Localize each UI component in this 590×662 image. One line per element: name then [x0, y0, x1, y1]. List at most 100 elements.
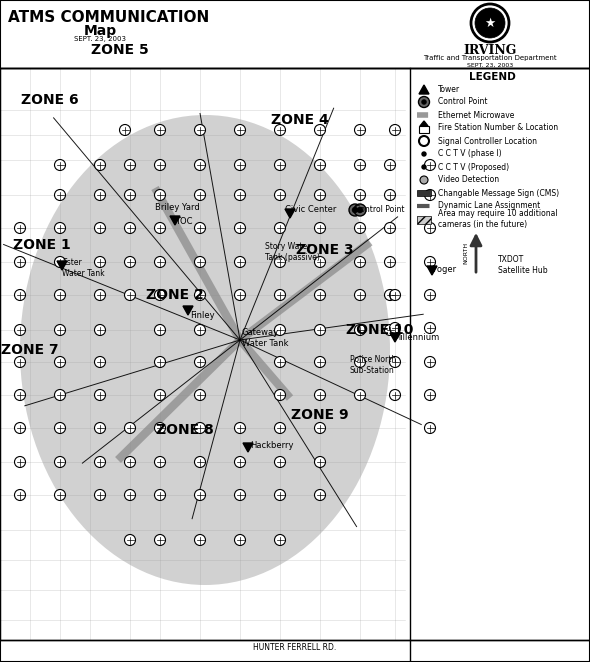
Circle shape [355, 124, 365, 136]
Text: IRVING: IRVING [463, 44, 517, 57]
Circle shape [124, 422, 136, 434]
Circle shape [124, 222, 136, 234]
Text: Changable Message Sign (CMS): Changable Message Sign (CMS) [438, 189, 559, 197]
Circle shape [155, 534, 166, 545]
Text: Map: Map [83, 24, 117, 38]
Circle shape [385, 256, 395, 267]
Circle shape [195, 124, 205, 136]
Circle shape [274, 222, 286, 234]
Circle shape [54, 160, 65, 171]
Circle shape [421, 99, 427, 105]
Circle shape [389, 322, 401, 334]
Circle shape [357, 207, 363, 213]
Text: Ethernet Microwave: Ethernet Microwave [438, 111, 514, 120]
Circle shape [54, 457, 65, 467]
Circle shape [314, 256, 326, 267]
Text: LEGEND: LEGEND [468, 72, 516, 82]
Circle shape [424, 289, 435, 301]
Circle shape [15, 289, 25, 301]
Circle shape [314, 124, 326, 136]
Circle shape [195, 457, 205, 467]
Text: Police North
Sub-Station: Police North Sub-Station [350, 355, 396, 375]
Circle shape [54, 357, 65, 367]
Circle shape [274, 289, 286, 301]
Circle shape [424, 256, 435, 267]
Text: C C T V (Proposed): C C T V (Proposed) [438, 162, 509, 171]
Circle shape [94, 289, 106, 301]
Circle shape [234, 256, 245, 267]
Circle shape [424, 389, 435, 401]
Text: SEPT. 23, 2003: SEPT. 23, 2003 [74, 36, 126, 42]
Text: ZONE 1: ZONE 1 [13, 238, 71, 252]
Circle shape [234, 222, 245, 234]
Circle shape [54, 222, 65, 234]
Text: Traffic and Transportation Department: Traffic and Transportation Department [423, 55, 557, 61]
Circle shape [274, 124, 286, 136]
Circle shape [124, 256, 136, 267]
Circle shape [54, 422, 65, 434]
Circle shape [15, 489, 25, 500]
Circle shape [155, 324, 166, 336]
Circle shape [94, 256, 106, 267]
Circle shape [155, 389, 166, 401]
Circle shape [54, 289, 65, 301]
Text: Dynamic Lane Assignment: Dynamic Lane Assignment [438, 201, 540, 211]
Text: Signal Controller Location: Signal Controller Location [438, 136, 537, 146]
Circle shape [354, 204, 366, 216]
Circle shape [422, 165, 426, 169]
Circle shape [389, 289, 401, 301]
Circle shape [234, 289, 245, 301]
Circle shape [15, 256, 25, 267]
Circle shape [94, 389, 106, 401]
Circle shape [195, 189, 205, 201]
Circle shape [274, 256, 286, 267]
Circle shape [94, 422, 106, 434]
Circle shape [475, 8, 505, 38]
Text: HUNTER FERRELL RD.: HUNTER FERRELL RD. [253, 643, 337, 653]
Polygon shape [390, 333, 400, 342]
Text: ZONE 7: ZONE 7 [1, 343, 59, 357]
Circle shape [422, 152, 426, 156]
Text: ZONE 6: ZONE 6 [21, 93, 79, 107]
Circle shape [195, 534, 205, 545]
Polygon shape [243, 443, 253, 452]
Circle shape [94, 189, 106, 201]
Text: Millennium: Millennium [393, 332, 439, 342]
Circle shape [155, 357, 166, 367]
Text: Fire Station Number & Location: Fire Station Number & Location [438, 124, 558, 132]
Polygon shape [170, 216, 180, 225]
Circle shape [424, 357, 435, 367]
Circle shape [355, 222, 365, 234]
Text: Finley: Finley [190, 310, 215, 320]
Circle shape [155, 189, 166, 201]
Text: C C T V (phase I): C C T V (phase I) [438, 150, 501, 158]
Circle shape [389, 389, 401, 401]
Text: Video Detection: Video Detection [438, 175, 499, 185]
Text: Tower: Tower [438, 85, 460, 93]
Circle shape [314, 389, 326, 401]
Text: Briley Yard: Briley Yard [155, 203, 200, 211]
Circle shape [349, 204, 361, 216]
Text: TOC: TOC [175, 218, 192, 226]
Circle shape [355, 357, 365, 367]
Circle shape [385, 160, 395, 171]
Text: Ester
Water Tank: Ester Water Tank [62, 258, 104, 277]
Circle shape [124, 189, 136, 201]
Circle shape [94, 489, 106, 500]
Text: ZONE 2: ZONE 2 [146, 288, 204, 302]
Circle shape [195, 324, 205, 336]
Circle shape [124, 289, 136, 301]
Circle shape [155, 289, 166, 301]
Circle shape [155, 124, 166, 136]
Circle shape [419, 136, 429, 146]
Circle shape [355, 289, 365, 301]
Circle shape [424, 222, 435, 234]
Circle shape [385, 324, 395, 336]
Circle shape [314, 160, 326, 171]
Circle shape [274, 160, 286, 171]
Circle shape [54, 389, 65, 401]
Text: Hackberry: Hackberry [250, 440, 293, 449]
Circle shape [195, 256, 205, 267]
Circle shape [385, 189, 395, 201]
Circle shape [274, 422, 286, 434]
